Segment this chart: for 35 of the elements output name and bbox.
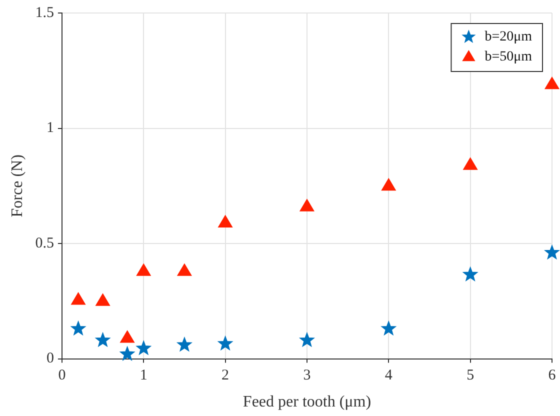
point [120,330,134,343]
y-tick-label: 0 [46,350,54,367]
x-tick-label: 6 [548,368,556,384]
x-tick-label: 1 [140,368,148,384]
point [382,178,396,191]
x-tick-label: 4 [384,368,393,384]
point [177,264,192,276]
legend-label: b=20μm [484,30,532,45]
x-tick-label: 2 [222,368,230,384]
point [300,332,314,347]
y-tick-label: 1.5 [35,4,54,21]
legend-label: b=50μm [484,50,532,65]
point [96,332,110,347]
point [300,199,314,212]
x-axis-title: Feed per tooth (μm) [242,394,372,411]
point [71,292,86,305]
point [463,158,478,170]
point [544,245,560,259]
point [136,340,151,355]
point [71,321,86,335]
point [463,267,478,281]
y-tick-label: 1 [46,120,54,136]
point [177,337,192,352]
point [218,336,232,350]
point [544,76,560,90]
point [120,346,134,360]
point [96,294,110,306]
x-tick-label: 3 [303,368,311,384]
point [136,264,151,276]
x-tick-label: 5 [466,368,474,384]
y-tick-label: 0.5 [35,235,54,252]
x-tick-label: 0 [58,368,66,384]
point [218,215,232,228]
point [381,321,396,335]
y-axis-title: Force (N) [8,154,26,218]
